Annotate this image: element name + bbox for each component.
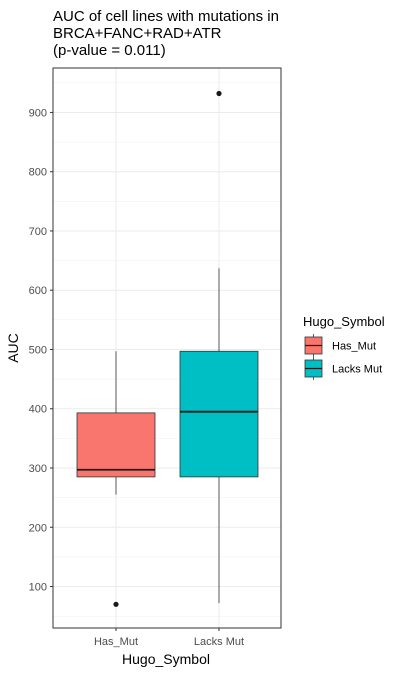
y-tick-label: 600 xyxy=(29,285,47,297)
plot-background xyxy=(53,68,281,628)
y-tick-label: 200 xyxy=(29,522,47,534)
box-lacks-mut xyxy=(179,350,259,478)
outlier-point-has-mut xyxy=(113,601,119,607)
legend-label-has-mut: Has_Mut xyxy=(332,341,376,353)
y-tick-label: 300 xyxy=(29,463,47,475)
y-tick-label: 700 xyxy=(29,226,47,238)
x-tick-label: Has_Mut xyxy=(94,636,138,648)
plot-border xyxy=(52,67,282,629)
chart-title: AUC of cell lines with mutations in BRCA… xyxy=(53,8,279,59)
y-tick-label: 900 xyxy=(29,107,47,119)
y-axis-title: AUC xyxy=(5,333,21,363)
title-line-2: BRCA+FANC+RAD+ATR xyxy=(53,25,222,42)
plot-panel: 100 200 300 400 500 600 700 800 900 Has_Mut Lacks … xyxy=(29,67,282,648)
y-tick-label: 400 xyxy=(29,404,47,416)
legend-label-lacks-mut: Lacks Mut xyxy=(332,364,382,376)
title-line-1: AUC of cell lines with mutations in xyxy=(53,8,279,25)
y-tick-label: 800 xyxy=(29,167,47,179)
title-line-3: (p-value = 0.011) xyxy=(53,42,166,59)
y-tick-label: 500 xyxy=(29,344,47,356)
y-tick-label: 100 xyxy=(29,582,47,594)
legend-title: Hugo_Symbol xyxy=(303,314,385,329)
box-has-mut xyxy=(76,412,156,478)
outlier-point-lacks-mut xyxy=(216,90,222,97)
x-tick-label: Lacks Mut xyxy=(194,636,244,648)
x-axis-title: Hugo_Symbol xyxy=(122,651,210,667)
legend: Hugo_Symbol Has_Mut Lacks Mut xyxy=(303,314,385,380)
